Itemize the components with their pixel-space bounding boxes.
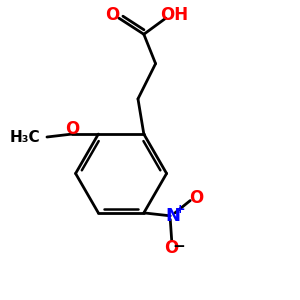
Text: OH: OH	[160, 6, 189, 24]
Text: O: O	[164, 239, 178, 257]
Text: O: O	[105, 6, 120, 24]
Text: −: −	[172, 239, 185, 254]
Text: +: +	[174, 203, 185, 217]
Text: H₃C: H₃C	[10, 130, 40, 145]
Text: O: O	[190, 189, 204, 207]
Text: O: O	[65, 120, 79, 138]
Text: N: N	[165, 207, 180, 225]
